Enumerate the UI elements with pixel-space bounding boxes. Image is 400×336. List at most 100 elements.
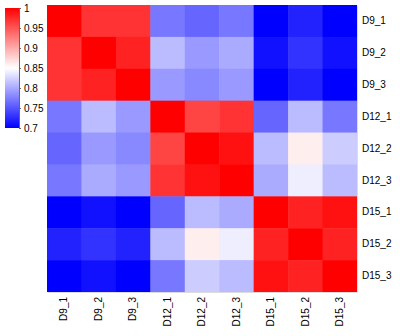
- heatmap-cell: [323, 37, 357, 69]
- heatmap-cell: [47, 164, 82, 196]
- colorbar-tick-label: 0.85: [24, 63, 44, 74]
- colorbar-tick-mark: [19, 8, 21, 9]
- heatmap-cell: [185, 101, 220, 133]
- heatmap-cell: [185, 133, 220, 165]
- y-tick-label: D12_3: [362, 175, 392, 186]
- heatmap-cell: [150, 133, 185, 165]
- x-tick-label: D9_2: [93, 297, 104, 321]
- colorbar: [5, 8, 19, 128]
- heatmap-cell: [81, 164, 116, 196]
- y-axis-line: [357, 6, 358, 293]
- heatmap-cell: [81, 133, 116, 165]
- heatmap-cell: [81, 69, 116, 101]
- heatmap-cell: [185, 260, 220, 292]
- x-tick-label: D12_3: [231, 297, 242, 327]
- colorbar-tick: 0.85: [19, 63, 44, 74]
- colorbar-tick-label: 1: [24, 3, 30, 14]
- heatmap-cell: [288, 5, 323, 37]
- heatmap-cell: [219, 101, 254, 133]
- y-tick: D9_3: [357, 79, 386, 90]
- heatmap-cell: [254, 37, 289, 69]
- x-tick-label: D9_1: [58, 297, 69, 321]
- heatmap-cell: [116, 260, 151, 292]
- x-tick-label: D9_3: [127, 297, 138, 321]
- colorbar-axis: 0.70.750.80.850.90.951: [19, 3, 44, 134]
- x-tick: D15_1: [265, 292, 276, 326]
- heatmap-cell: [150, 37, 185, 69]
- heatmap-cell: [150, 228, 185, 260]
- heatmap-cell: [185, 37, 220, 69]
- chart: D9_1 D9_2 D9_3 D12_1 D12_2 D12_3 D15_1 D15_2 D15…: [0, 0, 400, 336]
- heatmap-cell: [254, 228, 289, 260]
- heatmap-cell: [47, 101, 82, 133]
- heatmap-cell: [185, 228, 220, 260]
- x-tick: D12_2: [196, 292, 207, 326]
- heatmap-cell: [47, 228, 82, 260]
- heatmap-cell: [81, 37, 116, 69]
- cells: [47, 5, 357, 292]
- colorbar-tick-mark: [19, 108, 21, 109]
- colorbar-tick-label: 0.7: [24, 123, 38, 134]
- heatmap-cell: [47, 196, 82, 228]
- heatmap-cell: [288, 196, 323, 228]
- colorbar-tick-label: 0.75: [24, 103, 44, 114]
- heatmap-cell: [288, 164, 323, 196]
- heatmap-cell: [323, 228, 357, 260]
- y-tick-label: D9_2: [362, 47, 386, 58]
- colorbar-tick: 0.75: [19, 103, 44, 114]
- colorbar-tick: 1: [19, 3, 30, 14]
- x-tick: D15_2: [300, 292, 311, 326]
- heatmap-cell: [150, 101, 185, 133]
- colorbar-tick: 0.7: [19, 123, 38, 134]
- heatmap-cell: [116, 101, 151, 133]
- heatmap-cell: [254, 101, 289, 133]
- y-tick: D9_1: [357, 15, 386, 26]
- heatmap-cell: [116, 133, 151, 165]
- x-tick-label: D15_3: [334, 297, 345, 327]
- heatmap-cell: [254, 5, 289, 37]
- heatmap-cell: [219, 196, 254, 228]
- heatmap-cell: [116, 69, 151, 101]
- heatmap-cell: [288, 69, 323, 101]
- heatmap-cell: [47, 133, 82, 165]
- colorbar-tick-mark: [19, 128, 21, 129]
- heatmap-cell: [323, 69, 357, 101]
- x-tick: D9_2: [93, 292, 104, 321]
- heatmap-cell: [219, 69, 254, 101]
- heatmap-cell: [185, 196, 220, 228]
- heatmap-cell: [288, 228, 323, 260]
- y-axis: D9_1D9_2D9_3D12_1D12_2D12_3D15_1D15_2D15…: [357, 6, 392, 293]
- y-tick: D15_1: [357, 206, 392, 217]
- colorbar-tick-mark: [19, 68, 21, 69]
- heatmap-cell: [254, 260, 289, 292]
- heatmap-cell: [81, 228, 116, 260]
- heatmap-cell: [47, 37, 82, 69]
- colorbar-tick: 0.95: [19, 23, 44, 34]
- y-tick-label: D15_1: [362, 206, 392, 217]
- heatmap-cell: [288, 37, 323, 69]
- heatmap-cell: [323, 101, 357, 133]
- y-tick-label: D9_1: [362, 15, 386, 26]
- x-tick: D12_3: [231, 292, 242, 326]
- heatmap-cell: [116, 5, 151, 37]
- heatmap-cell: [219, 37, 254, 69]
- heatmap-cell: [219, 260, 254, 292]
- heatmap-cell: [219, 5, 254, 37]
- heatmap-cell: [323, 5, 357, 37]
- heatmap-cell: [81, 5, 116, 37]
- y-tick: D9_2: [357, 47, 386, 58]
- heatmap-cell: [116, 228, 151, 260]
- heatmap-cell: [323, 133, 357, 165]
- x-tick-label: D12_2: [196, 297, 207, 327]
- heatmap-cell: [116, 164, 151, 196]
- y-tick: D12_3: [357, 175, 392, 186]
- x-tick-label: D12_1: [162, 297, 173, 327]
- x-tick-label: D15_2: [300, 297, 311, 327]
- y-tick-label: D9_3: [362, 79, 386, 90]
- y-tick-label: D12_2: [362, 143, 392, 154]
- heatmap-cell: [288, 101, 323, 133]
- x-tick: D15_3: [334, 292, 345, 326]
- heatmap-cell: [150, 164, 185, 196]
- heatmap-cell: [185, 164, 220, 196]
- y-tick: D15_2: [357, 238, 392, 249]
